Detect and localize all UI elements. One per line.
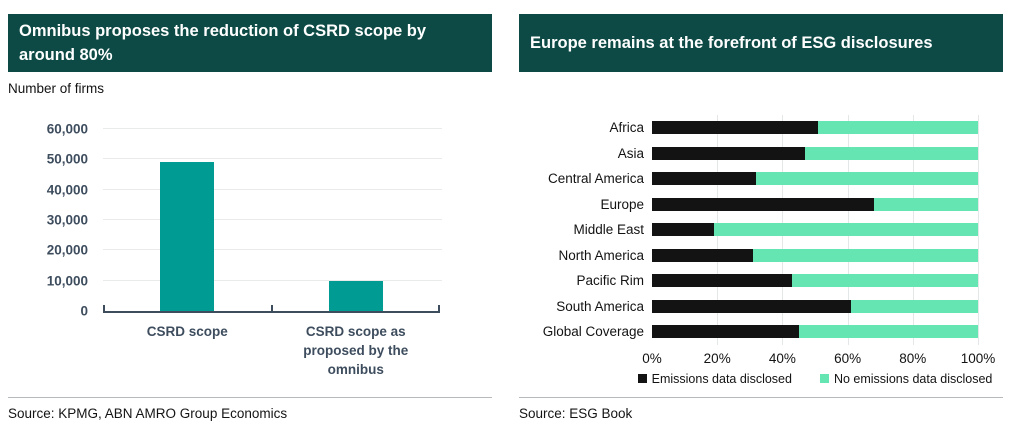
row-category-label: Asia [617, 145, 644, 161]
gridline [103, 279, 442, 281]
bar-segment [652, 146, 806, 160]
gridline [103, 249, 442, 251]
y-axis-tick-label: 20,000 [46, 242, 88, 258]
bar-segment [652, 197, 874, 211]
row-category-label: Africa [609, 120, 644, 136]
gridline [978, 115, 979, 345]
csrd-bar-chart-plot-area: 0 10,000 20,000 30,000 40,000 50,000 60,000 [47, 122, 442, 319]
chart-row: Asia [519, 141, 1003, 167]
y-axis-tick-label: 50,000 [46, 151, 88, 167]
y-axis-tick-label: 0 [80, 303, 88, 319]
gridline [103, 158, 442, 160]
stacked-bar [652, 223, 978, 237]
row-category-label: Central America [547, 171, 644, 187]
left-source-note: Source: KPMG, ABN AMRO Group Economics [8, 397, 492, 421]
x-axis-tick-label: 0% [642, 350, 662, 366]
legend-item: No emissions data disclosed [819, 371, 993, 386]
x-axis-tick-label: 80% [899, 350, 927, 366]
chart-row: Middle East [519, 217, 1003, 243]
x-axis-category-label: CSRD scope [146, 324, 228, 339]
y-axis-tick-label: 60,000 [46, 121, 88, 137]
x-axis-tick-label: 20% [703, 350, 731, 366]
csrd-bar-chart: 0 10,000 20,000 30,000 40,000 50,000 60,000 CS… [8, 122, 492, 379]
csrd-bar-chart-category-labels: CSRD scope CSRD scope as proposed by the … [103, 313, 440, 379]
bar-segment [756, 172, 978, 186]
x-axis-tick-mark [270, 305, 273, 311]
row-category-label: Middle East [573, 222, 644, 238]
bar [328, 281, 383, 311]
y-axis-tick-label: 40,000 [46, 182, 88, 198]
bar-segment [805, 146, 978, 160]
bar-segment [652, 121, 819, 135]
row-category-label: Global Coverage [542, 324, 644, 340]
chart-row: Pacific Rim [519, 268, 1003, 294]
bar-segment [818, 121, 978, 135]
chart-row: North America [519, 243, 1003, 269]
row-category-label: Europe [600, 196, 644, 212]
legend-swatch [637, 374, 647, 383]
esg-chart-x-axis: 0% 20% 40% 60% 80% 100% [642, 350, 995, 369]
bar-segment [652, 248, 754, 262]
stacked-bar [652, 299, 978, 313]
stacked-bar [652, 248, 978, 262]
right-chart-title: Europe remains at the forefront of ESG d… [519, 14, 1003, 72]
bar-segment [798, 325, 978, 339]
bar-segment [850, 299, 978, 313]
x-axis-tick-label: 100% [960, 350, 996, 366]
legend-label: Emissions data disclosed [651, 371, 792, 386]
chart-row: Europe [519, 192, 1003, 218]
esg-stacked-bar-chart: Africa Asia Central America Europe Middle Ea… [519, 115, 1003, 345]
x-axis-tick-mark [438, 305, 440, 311]
stacked-bar [652, 197, 978, 211]
bar-segment [713, 223, 978, 237]
esg-disclosures-panel: Europe remains at the forefront of ESG d… [519, 14, 1003, 421]
stacked-bar [652, 121, 978, 135]
stacked-bar [652, 172, 978, 186]
esg-chart-legend: Emissions data disclosed No emissions dat… [637, 372, 992, 386]
bar-segment [753, 248, 978, 262]
stacked-bar [652, 274, 978, 288]
x-axis-category-label: CSRD scope as proposed by the omnibus [303, 324, 409, 378]
y-axis-tick-label: 10,000 [46, 273, 88, 289]
chart-row: South America [519, 294, 1003, 320]
gridline [103, 219, 442, 220]
bar-segment [652, 325, 799, 339]
y-axis-tick-label: 30,000 [46, 212, 88, 228]
chart-row: Central America [519, 166, 1003, 192]
legend-label: No emissions data disclosed [833, 371, 993, 386]
legend-item: Emissions data disclosed [637, 371, 792, 386]
left-chart-title: Omnibus proposes the reduction of CSRD s… [8, 14, 492, 72]
gridline [103, 128, 442, 129]
left-chart-units-label: Number of firms [8, 81, 105, 96]
chart-row: Global Coverage [519, 319, 1003, 345]
gridline [103, 188, 442, 190]
bar-segment [652, 172, 757, 186]
csrd-scope-panel: Omnibus proposes the reduction of CSRD s… [8, 14, 492, 421]
bar-segment [652, 223, 714, 237]
x-axis-tick-label: 60% [834, 350, 862, 366]
esg-chart-rows: Africa Asia Central America Europe Middle Ea… [519, 115, 1003, 345]
stacked-bar [652, 146, 978, 160]
row-category-label: Pacific Rim [576, 273, 644, 289]
legend-swatch [819, 374, 829, 383]
bar-segment [652, 274, 793, 288]
row-category-label: South America [556, 298, 644, 314]
x-axis-tick-mark [103, 305, 105, 311]
chart-row: Africa [519, 115, 1003, 141]
bar [160, 161, 215, 311]
stacked-bar [652, 325, 978, 339]
bar-segment [652, 299, 851, 313]
x-axis-tick-label: 40% [768, 350, 796, 366]
bar-segment [873, 197, 978, 211]
row-category-label: North America [558, 247, 644, 263]
bar-segment [792, 274, 978, 288]
right-source-note: Source: ESG Book [519, 397, 1003, 421]
